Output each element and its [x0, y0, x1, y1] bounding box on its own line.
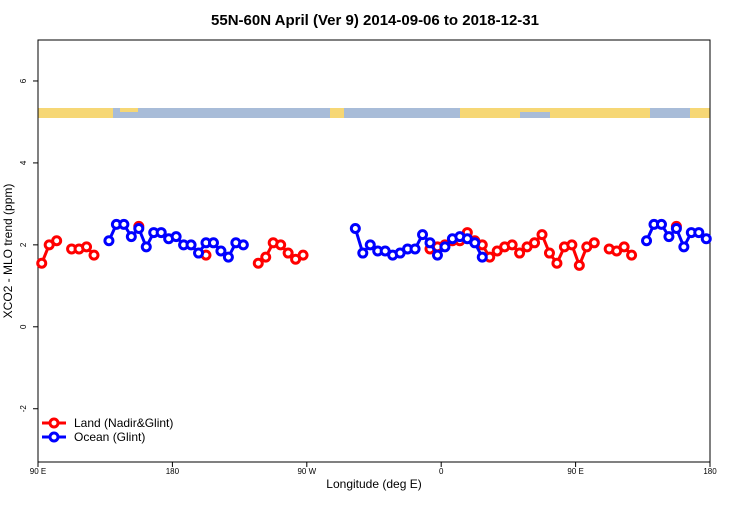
data-point — [641, 235, 653, 247]
data-point — [409, 243, 421, 255]
data-point — [51, 235, 63, 247]
data-point — [424, 237, 436, 249]
data-point — [36, 257, 48, 269]
data-point — [618, 241, 630, 253]
data-point — [260, 251, 272, 263]
data-point — [125, 231, 137, 243]
data-point — [170, 231, 182, 243]
data-point — [81, 241, 93, 253]
data-point — [185, 239, 197, 251]
map-strip — [38, 108, 710, 118]
data-point — [207, 237, 219, 249]
marks — [36, 218, 712, 271]
x-tick-label: 180 — [166, 467, 180, 476]
data-point — [431, 249, 443, 261]
chart-title: 55N-60N April (Ver 9) 2014-09-06 to 2018… — [211, 12, 539, 29]
data-point — [506, 239, 518, 251]
y-tick-label: 6 — [19, 78, 28, 83]
data-point — [155, 227, 167, 239]
data-point — [193, 247, 205, 259]
legend: Land (Nadir&Glint) Ocean (Glint) — [42, 416, 173, 444]
data-point — [655, 218, 667, 230]
data-point — [566, 239, 578, 251]
data-point — [573, 259, 585, 271]
data-point — [364, 239, 376, 251]
data-point — [88, 249, 100, 261]
y-axis-label: XCO2 - MLO trend (ppm) — [1, 184, 15, 319]
y-tick-label: 2 — [19, 242, 28, 247]
data-point — [252, 257, 264, 269]
legend-label: Land (Nadir&Glint) — [74, 416, 173, 430]
x-tick-label: 0 — [439, 467, 444, 476]
data-point — [349, 222, 361, 234]
data-point — [678, 241, 690, 253]
legend-marker — [48, 431, 60, 443]
y-tick-label: 0 — [19, 324, 28, 329]
data-point — [222, 251, 234, 263]
data-point — [133, 222, 145, 234]
y-tick-label: 4 — [19, 160, 28, 165]
data-point — [215, 245, 227, 257]
data-point — [529, 237, 541, 249]
data-point — [275, 239, 287, 251]
legend-marker — [48, 417, 60, 429]
data-point — [693, 227, 705, 239]
data-point — [476, 251, 488, 263]
x-tick-label: 90 E — [30, 467, 46, 476]
data-point — [357, 247, 369, 259]
data-point — [469, 237, 481, 249]
data-point — [670, 222, 682, 234]
data-point — [536, 229, 548, 241]
data-point — [439, 241, 451, 253]
data-point — [103, 235, 115, 247]
data-point — [140, 241, 152, 253]
x-tick-label: 90 W — [297, 467, 316, 476]
data-point — [282, 247, 294, 259]
data-point — [551, 257, 563, 269]
x-tick-label: 180 — [703, 467, 717, 476]
data-point — [237, 239, 249, 251]
data-point — [297, 249, 309, 261]
data-point — [700, 233, 712, 245]
y-tick-label: -2 — [19, 405, 28, 413]
data-point — [543, 247, 555, 259]
data-point — [417, 229, 429, 241]
plot-frame — [37, 39, 711, 463]
x-axis-label: Longitude (deg E) — [326, 477, 421, 491]
x-tick-label: 90 E — [567, 467, 583, 476]
data-point — [588, 237, 600, 249]
data-point — [514, 247, 526, 259]
data-point — [118, 218, 130, 230]
data-point — [663, 231, 675, 243]
legend-label: Ocean (Glint) — [74, 430, 145, 444]
data-point — [626, 249, 638, 261]
